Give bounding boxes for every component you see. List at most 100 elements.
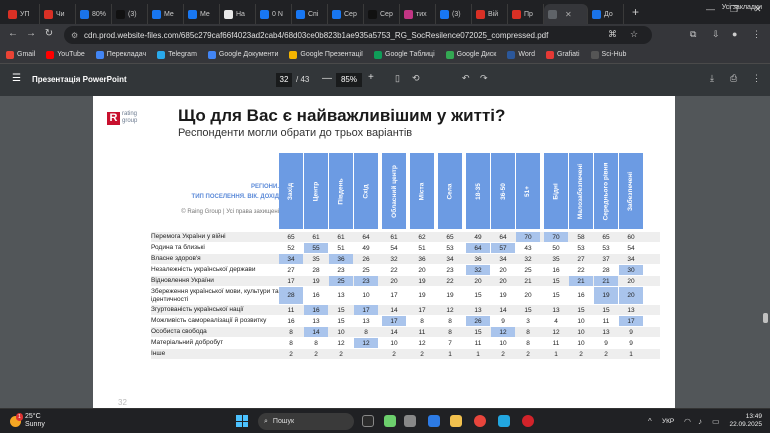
all-bookmarks[interactable]: Усі закладки (721, 4, 762, 11)
table-cell: 19 (594, 287, 618, 304)
bookmark-item[interactable]: Grafiati (545, 50, 580, 59)
bookmark-item[interactable]: Sci-Hub (590, 50, 626, 59)
browser-tab[interactable]: тих (400, 4, 436, 24)
table-row: Інше 2 2 2 2 2 1 1 2 2 1 2 2 1 (151, 349, 660, 359)
column-header: Міста (410, 153, 434, 229)
browser-tab[interactable]: (3) (436, 4, 472, 24)
browser-tab[interactable]: Сер (328, 4, 364, 24)
browser-tab[interactable]: Пр (508, 4, 544, 24)
download-icon[interactable]: ⤓ (710, 73, 714, 83)
table-cell: 2 (604, 350, 608, 358)
back-icon[interactable]: ← (8, 28, 18, 39)
downloads-icon[interactable]: ⇩ (712, 29, 720, 39)
telegram-icon[interactable] (498, 415, 510, 427)
zoom-in-button[interactable]: + (368, 72, 374, 83)
browser-tab[interactable]: 0 N (256, 4, 292, 24)
table-cell: 3 (526, 317, 530, 325)
undo-icon[interactable]: ↶ (462, 73, 470, 83)
site-info-icon[interactable]: ⚙ (71, 30, 79, 40)
hamburger-icon[interactable]: ☰ (12, 73, 21, 84)
reload-icon[interactable]: ↻ (44, 28, 54, 39)
opera-icon[interactable] (522, 415, 534, 427)
wifi-icon[interactable]: ◠ (684, 417, 691, 426)
zoom-input[interactable]: 85% (336, 73, 362, 87)
redo-icon[interactable]: ↷ (480, 73, 488, 83)
file-explorer-icon[interactable] (450, 415, 462, 427)
table-cell: 9 (501, 317, 505, 325)
tab-favicon-icon (296, 9, 305, 19)
chrome-icon[interactable] (474, 415, 486, 427)
browser-tab[interactable]: Спі (292, 4, 328, 24)
bookmark-item[interactable]: Google Презентації (289, 50, 363, 59)
browser-tab[interactable]: Сер (364, 4, 400, 24)
bookmark-item[interactable]: Google Документи (207, 50, 278, 59)
bookmark-item[interactable]: Gmail (6, 50, 35, 59)
extensions-icon[interactable]: ⧉ (690, 29, 697, 39)
app-icon[interactable] (404, 415, 416, 427)
rotate-icon[interactable]: ⟲ (412, 73, 420, 83)
colorful-app-icon[interactable] (384, 415, 396, 427)
translate-icon[interactable]: ⌘ (608, 29, 617, 39)
bookmarks-bar: Gmail YouTube Перекладач Telegram Google Док… (0, 46, 770, 64)
bookmark-label: YouTube (57, 51, 85, 58)
print-icon[interactable]: ⎙ (730, 73, 738, 83)
weather-widget[interactable]: 1 25°C Sunny (10, 412, 45, 429)
browser-tab[interactable]: Чи (40, 4, 76, 24)
table-cell: 17 (390, 292, 398, 299)
table-cell: 2 (314, 350, 318, 358)
browser-tab[interactable]: (3) (112, 4, 148, 24)
taskbar-search[interactable]: ⌕ Пошук (258, 413, 354, 430)
page-input[interactable]: 32 (276, 73, 292, 87)
table-cell: 8 (526, 328, 530, 336)
url-bar[interactable]: ⚙ cdn.prod.website-files.com/685c279caf6… (64, 26, 652, 44)
table-cell: 30 (619, 265, 643, 275)
battery-icon[interactable]: ▭ (712, 417, 720, 426)
bookmark-item[interactable]: Telegram (157, 50, 197, 59)
table-cell: 13 (552, 306, 560, 314)
star-icon[interactable]: ☆ (630, 29, 639, 39)
edge-icon[interactable] (428, 415, 440, 427)
table-cell: 36 (418, 255, 426, 263)
windows-start-icon[interactable] (236, 415, 248, 427)
table-cell: 54 (390, 244, 398, 252)
more-icon[interactable]: ⋮ (752, 73, 761, 83)
browser-tab[interactable]: До (588, 4, 624, 24)
browser-tab[interactable]: Me (148, 4, 184, 24)
browser-tab[interactable]: Ме (184, 4, 220, 24)
table-cell: 35 (552, 255, 560, 263)
menu-icon[interactable]: ⋮ (752, 29, 761, 39)
browser-tab[interactable]: ✕ (544, 4, 588, 24)
language-indicator[interactable]: УКР (662, 418, 675, 425)
bookmark-item[interactable]: Google Диск (445, 50, 496, 59)
volume-icon[interactable]: ♪ (698, 417, 702, 426)
maximize-icon[interactable]: ❐ (730, 4, 739, 14)
table-cell: 28 (312, 266, 320, 274)
bookmark-label: Grafiati (556, 51, 580, 58)
task-view-icon[interactable] (362, 415, 374, 427)
new-tab-button[interactable]: + (632, 5, 640, 19)
column-header-label: Схід (362, 183, 370, 199)
browser-tab[interactable]: 80% (76, 4, 112, 24)
scrollbar-thumb[interactable] (763, 313, 768, 323)
browser-tab[interactable]: Вій (472, 4, 508, 24)
tray-chevron-icon[interactable]: ^ (648, 417, 652, 426)
forward-icon[interactable]: → (26, 28, 36, 39)
close-tab-icon[interactable]: ✕ (565, 9, 572, 19)
bookmark-item[interactable]: YouTube (46, 50, 85, 59)
bookmark-icon (289, 50, 298, 59)
pdf-viewer[interactable]: R rating group Що для Вас є найважливішим… (0, 96, 770, 408)
browser-tab[interactable]: УП (4, 4, 40, 24)
profile-icon[interactable]: ● (732, 29, 738, 39)
table-cell: 10 (362, 292, 370, 299)
clock[interactable]: 13:49 22.09.2025 (729, 413, 762, 429)
bookmark-item[interactable]: Перекладач (95, 50, 146, 59)
close-window-icon[interactable]: ✕ (754, 4, 762, 14)
bookmark-item[interactable]: Word (507, 50, 535, 59)
table-cell: 25 (524, 266, 532, 274)
tab-favicon-icon (260, 9, 269, 19)
browser-tab[interactable]: На (220, 4, 256, 24)
fit-page-icon[interactable]: ▯ (395, 73, 400, 83)
bookmark-item[interactable]: Google Таблиці (374, 50, 435, 59)
minimize-icon[interactable]: — (706, 4, 715, 14)
zoom-out-button[interactable]: — (322, 73, 332, 84)
